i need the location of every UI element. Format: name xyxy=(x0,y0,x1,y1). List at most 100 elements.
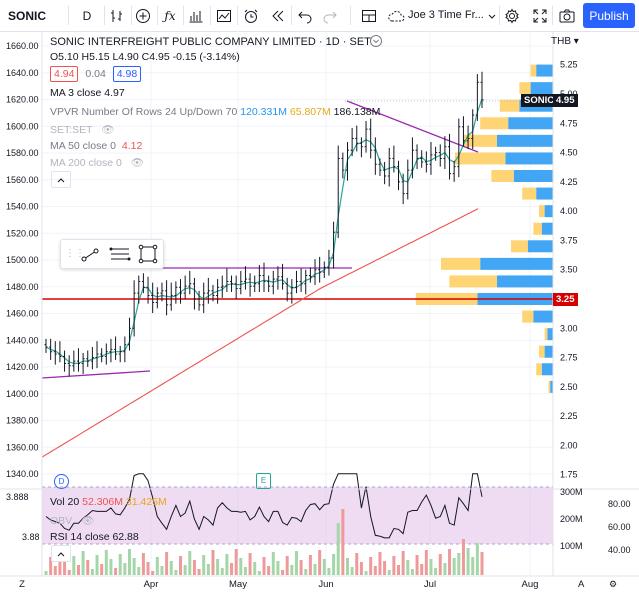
cloud-icon[interactable] xyxy=(385,5,407,26)
rectangle-tool-icon[interactable] xyxy=(138,244,158,267)
volume-bar xyxy=(165,552,169,575)
setset-legend[interactable]: SET:SET 👁 xyxy=(50,123,115,136)
alert-icon[interactable] xyxy=(240,5,262,26)
volume-legend[interactable]: Vol 20 52.306M 31.425M xyxy=(50,496,167,508)
volume-bar xyxy=(53,566,57,575)
templates-icon[interactable] xyxy=(214,5,234,26)
volume-bar xyxy=(151,571,155,575)
volume-profile-bar-down xyxy=(449,275,497,288)
candlesticks xyxy=(44,71,484,377)
top-toolbar: SONIC D ƒx Joe 3 Time Fr... xyxy=(0,0,639,32)
line-tool-icon[interactable] xyxy=(81,244,101,267)
volume-bar xyxy=(373,566,377,575)
left-axis-tick: 1600.00 xyxy=(6,121,39,131)
right-axis-tick: 3.00 xyxy=(560,323,578,333)
collapse-legend-button[interactable] xyxy=(51,171,71,188)
volume-bar xyxy=(114,568,118,575)
parallel-channel-icon[interactable] xyxy=(109,244,131,267)
interval-button[interactable]: D xyxy=(82,8,92,23)
volume-bar xyxy=(276,561,280,575)
ma50-label: MA 50 close 0 xyxy=(50,140,116,152)
volume-profile-bar-up xyxy=(541,222,553,235)
volume-bar xyxy=(294,551,298,575)
volume-bar xyxy=(420,564,424,575)
drawing-toolbar: ⋮⋮ xyxy=(60,239,164,269)
volume-profile-bar-up xyxy=(497,275,553,288)
publish-button[interactable]: Publish xyxy=(583,3,635,28)
chevron-down-icon[interactable] xyxy=(370,35,382,47)
bid-price[interactable]: 4.94 xyxy=(50,66,79,82)
ma200-legend[interactable]: MA 200 close 0 👁 xyxy=(50,156,144,169)
volume-profile-bar-down xyxy=(499,99,520,112)
ma50-legend[interactable]: MA 50 close 0 4.12 xyxy=(50,140,142,152)
earnings-marker[interactable]: E xyxy=(256,473,271,489)
volume-bar xyxy=(304,569,308,575)
volume-profile-bar-down xyxy=(480,117,509,130)
drag-handle-icon[interactable]: ⋮⋮ xyxy=(65,248,85,259)
fullscreen-icon[interactable] xyxy=(530,5,550,26)
redo-icon[interactable] xyxy=(320,5,340,26)
financials-icon[interactable] xyxy=(186,5,206,26)
volume-profile-bar-down xyxy=(511,240,528,253)
collapse-legend-button[interactable] xyxy=(51,545,71,562)
volume-profile-bar-up xyxy=(536,64,553,77)
volume-bar xyxy=(392,556,396,575)
undo-icon[interactable] xyxy=(295,5,315,26)
volume-bar xyxy=(410,569,414,575)
rsi-legend[interactable]: RSI 14 close 62.88 xyxy=(50,531,139,543)
volume-bar xyxy=(415,555,419,575)
osc-axis-tick: 3.88 xyxy=(22,532,40,542)
compare-icon[interactable] xyxy=(133,5,153,26)
volume-bar xyxy=(220,568,224,575)
camera-icon[interactable] xyxy=(556,5,578,26)
volume-axis-tick: 100M xyxy=(560,541,583,551)
settings-gear-icon[interactable] xyxy=(502,5,522,26)
time-axis-tick: Aug xyxy=(522,579,539,590)
volume-bar xyxy=(81,551,85,575)
vpvr-legend[interactable]: VPVR Number Of Rows 24 Up/Down 70 120.33… xyxy=(50,106,380,118)
indicators-icon[interactable]: ƒx xyxy=(164,8,176,23)
right-axis-tick: 2.00 xyxy=(560,440,578,450)
volume-profile-bar-down xyxy=(539,345,545,358)
volume-bar xyxy=(123,563,127,575)
volume-bar xyxy=(308,555,312,575)
volume-bar xyxy=(318,550,322,575)
ma50-value: 4.12 xyxy=(121,140,143,152)
volume-bar xyxy=(448,549,452,575)
ask-price[interactable]: 4.98 xyxy=(112,66,142,82)
layout-name[interactable]: Joe 3 Time Fr... xyxy=(408,9,484,21)
volume-bar xyxy=(281,570,285,575)
volume-bar xyxy=(341,509,345,575)
replay-icon[interactable] xyxy=(268,5,288,26)
oscillator-pane xyxy=(42,473,553,575)
layout-icon[interactable] xyxy=(359,5,379,26)
bid-ask: 4.94 0.04 4.98 xyxy=(50,66,145,82)
volume-bar xyxy=(257,571,261,575)
divider xyxy=(291,6,292,25)
left-axis-tick: 1520.00 xyxy=(6,228,39,238)
ma3-legend[interactable]: MA 3 close 4.97 xyxy=(50,87,125,99)
volume-bar xyxy=(267,566,271,575)
trendline[interactable] xyxy=(41,370,151,379)
currency-select[interactable]: THB ▾ xyxy=(551,36,579,47)
eye-icon[interactable]: 👁 xyxy=(81,515,95,527)
trendline[interactable] xyxy=(346,100,479,153)
spread: 0.04 xyxy=(85,68,106,80)
eye-icon[interactable]: 👁 xyxy=(130,157,145,169)
divider xyxy=(131,6,132,25)
symbol-search[interactable]: SONIC xyxy=(8,9,47,23)
eye-icon[interactable]: 👁 xyxy=(101,124,115,136)
volume-profile-bar-down xyxy=(522,310,534,323)
right-axis-tick: 2.75 xyxy=(560,353,578,363)
volume-bar xyxy=(313,564,317,575)
volume-bar xyxy=(76,565,80,575)
chart-canvas[interactable]: 1660.00 1640.00 1620.00 1600.00 1580.00 1560.… xyxy=(0,31,639,598)
obv-legend[interactable]: OBV 👁 xyxy=(50,514,94,527)
rsi-axis-tick: 80.00 xyxy=(608,499,631,509)
dividend-marker[interactable]: D xyxy=(54,474,69,489)
chart-type-icon[interactable] xyxy=(107,5,127,26)
volume-bar xyxy=(197,569,201,575)
volume-profile xyxy=(415,64,553,393)
divider xyxy=(499,6,500,25)
chevron-down-icon[interactable] xyxy=(485,5,499,26)
